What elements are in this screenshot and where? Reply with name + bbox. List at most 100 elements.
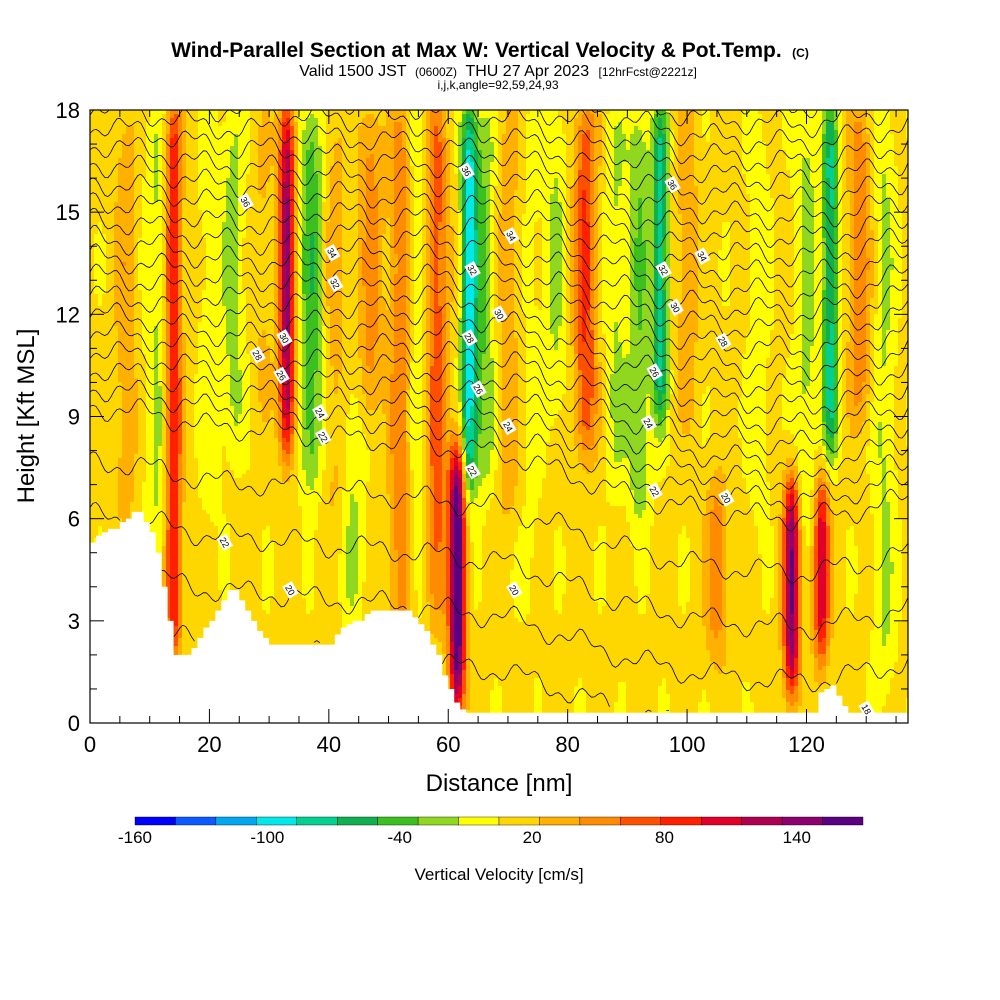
velocity-cell (110, 426, 115, 431)
velocity-cell (130, 338, 135, 343)
velocity-cell (114, 350, 119, 355)
velocity-cell (138, 390, 143, 395)
velocity-cell (138, 442, 143, 447)
velocity-cell (134, 298, 139, 303)
velocity-cell (98, 490, 103, 495)
velocity-cell (114, 470, 119, 475)
velocity-cell (98, 366, 103, 371)
velocity-cell (130, 130, 135, 135)
velocity-cell (146, 414, 151, 419)
velocity-cell (130, 262, 135, 267)
velocity-cell (110, 230, 115, 235)
velocity-cell (146, 398, 151, 403)
velocity-cell (122, 190, 127, 195)
velocity-cell (102, 178, 107, 183)
velocity-cell (110, 422, 115, 427)
velocity-cell (126, 450, 131, 455)
velocity-cell (98, 466, 103, 471)
velocity-cell (130, 478, 135, 483)
velocity-cell (130, 354, 135, 359)
velocity-cell (110, 466, 115, 471)
velocity-cell (102, 346, 107, 351)
velocity-cell (146, 250, 151, 255)
velocity-cell (150, 146, 155, 151)
velocity-cell (102, 370, 107, 375)
velocity-cell (106, 234, 111, 239)
velocity-cell (126, 434, 131, 439)
velocity-cell (106, 482, 111, 487)
velocity-cell (106, 438, 111, 443)
velocity-cell (150, 234, 155, 239)
velocity-cell (114, 230, 119, 235)
velocity-cell (138, 158, 143, 163)
velocity-cell (94, 226, 99, 231)
velocity-cell (150, 438, 155, 443)
velocity-cell (126, 438, 131, 443)
velocity-cell (134, 306, 139, 311)
velocity-cell (102, 454, 107, 459)
velocity-cell (122, 406, 127, 411)
velocity-cell (134, 386, 139, 391)
velocity-cell (102, 526, 107, 531)
velocity-cell (146, 230, 151, 235)
velocity-cell (126, 490, 131, 495)
velocity-cell (114, 178, 119, 183)
velocity-cell (102, 198, 107, 203)
velocity-cell (150, 250, 155, 255)
velocity-cell (90, 158, 95, 163)
velocity-cell (118, 418, 123, 423)
velocity-cell (118, 510, 123, 515)
velocity-cell (134, 422, 139, 427)
velocity-cell (134, 410, 139, 415)
velocity-cell (126, 382, 131, 387)
velocity-cell (122, 182, 127, 187)
velocity-cell (98, 238, 103, 243)
velocity-cell (94, 506, 99, 511)
velocity-cell (150, 150, 155, 155)
velocity-cell (138, 354, 143, 359)
velocity-cell (138, 278, 143, 283)
velocity-cell (98, 450, 103, 455)
velocity-cell (138, 506, 143, 511)
velocity-cell (114, 430, 119, 435)
velocity-cell (138, 166, 143, 171)
velocity-cell (114, 402, 119, 407)
velocity-cell (130, 462, 135, 467)
velocity-cell (118, 250, 123, 255)
velocity-cell (102, 158, 107, 163)
velocity-cell (134, 470, 139, 475)
velocity-cell (134, 490, 139, 495)
velocity-cell (126, 414, 131, 419)
velocity-cell (114, 326, 119, 331)
velocity-cell (150, 206, 155, 211)
velocity-cell (102, 242, 107, 247)
velocity-cell (110, 358, 115, 363)
velocity-cell (122, 450, 127, 455)
velocity-cell (98, 338, 103, 343)
velocity-cell (126, 166, 131, 171)
velocity-cell (150, 326, 155, 331)
velocity-cell (118, 214, 123, 219)
velocity-cell (146, 446, 151, 451)
velocity-cell (134, 370, 139, 375)
velocity-cell (98, 426, 103, 431)
velocity-cell (102, 390, 107, 395)
velocity-cell (114, 194, 119, 199)
velocity-cell (130, 234, 135, 239)
velocity-cell (126, 194, 131, 199)
velocity-cell (138, 146, 143, 151)
velocity-cell (90, 122, 95, 127)
velocity-cell (106, 522, 111, 527)
velocity-cell (110, 158, 115, 163)
velocity-cell (150, 362, 155, 367)
velocity-cell (94, 202, 99, 207)
velocity-cell (150, 418, 155, 423)
velocity-cell (90, 526, 95, 531)
velocity-cell (90, 538, 95, 543)
velocity-cell (106, 406, 111, 411)
velocity-cell (90, 298, 95, 303)
velocity-cell (94, 498, 99, 503)
velocity-cell (150, 294, 155, 299)
velocity-cell (98, 422, 103, 427)
velocity-cell (106, 410, 111, 415)
